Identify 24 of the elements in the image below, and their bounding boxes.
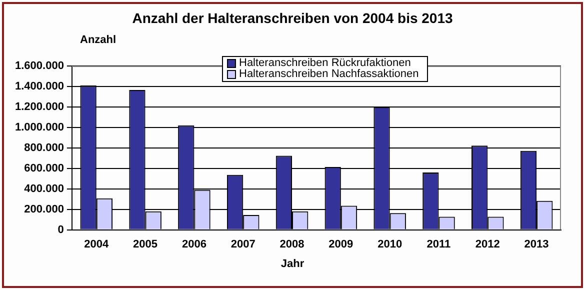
y-axis-title: Anzahl xyxy=(80,34,116,46)
y-tick-label: 1.200.000 xyxy=(15,100,64,113)
x-tick-label: 2010 xyxy=(378,238,402,250)
x-tick-label: 2005 xyxy=(133,238,158,250)
legend-label: Halteranschreiben Nachfassaktionen xyxy=(239,68,419,80)
x-tick-label: 2008 xyxy=(280,238,304,250)
x-tick-label: 2011 xyxy=(426,238,451,250)
y-tick-label: 1.400.000 xyxy=(15,80,64,93)
y-tick-label: 400.000 xyxy=(24,182,64,195)
y-tick-label: 1.600.000 xyxy=(15,60,64,72)
x-tick-label: 2009 xyxy=(328,238,354,250)
x-tick-label: 2004 xyxy=(84,238,110,250)
x-tick-label: 2012 xyxy=(475,238,500,250)
x-tick-label: 2007 xyxy=(230,238,256,250)
y-tick-label: 200.000 xyxy=(24,203,64,216)
chart-title: Anzahl der Halteranschreiben von 2004 bis 2013 xyxy=(131,10,454,26)
y-tick-label: 1.000.000 xyxy=(15,121,64,134)
y-tick-label: 800.000 xyxy=(24,142,64,154)
y-tick-label: 0 xyxy=(58,224,64,236)
y-tick-label: 600.000 xyxy=(24,162,64,174)
legend-label: Halteranschreiben Rückrufaktionen xyxy=(239,57,411,69)
x-tick-label: 2013 xyxy=(524,238,549,250)
x-tick-label: 2006 xyxy=(182,238,206,250)
x-axis-title: Jahr xyxy=(280,258,306,270)
